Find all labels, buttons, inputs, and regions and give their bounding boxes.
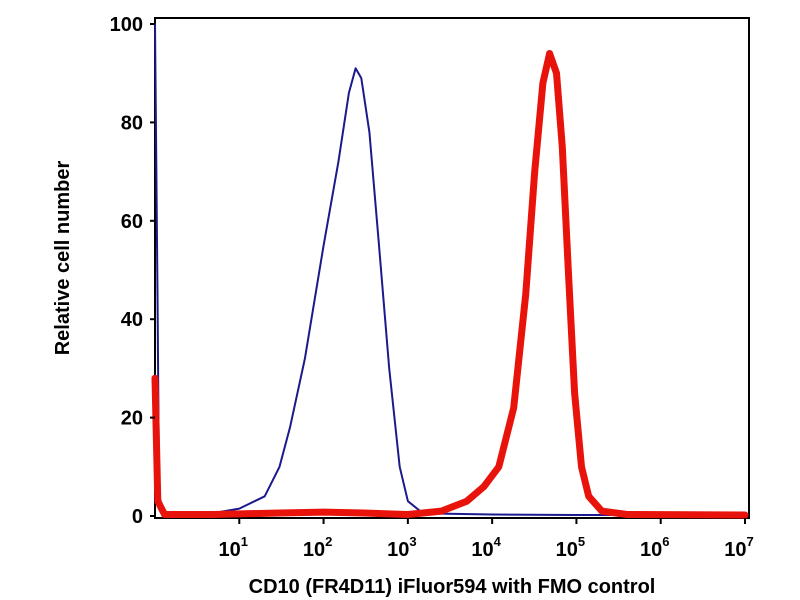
x-tick-label: 105 — [556, 534, 585, 561]
x-tick-label: 102 — [303, 534, 332, 561]
fmo-control-curve — [154, 23, 746, 516]
x-axis: 101 102 103 104 105 106 107 — [219, 518, 754, 561]
x-tick-label: 101 — [219, 534, 248, 561]
plot-frame — [154, 17, 750, 519]
y-tick-label: 40 — [121, 309, 143, 331]
x-tick-label: 106 — [640, 534, 669, 561]
y-tick-label: 100 — [110, 14, 143, 36]
y-axis: 0 20 40 60 80 100 — [110, 14, 155, 528]
plot-area — [151, 17, 750, 519]
x-tick-label: 107 — [724, 534, 753, 561]
y-axis-title: Relative cell number — [52, 161, 74, 356]
x-tick-label: 103 — [387, 534, 416, 561]
x-axis-title: CD10 (FR4D11) iFluor594 with FMO control — [249, 576, 656, 598]
y-tick-label: 20 — [121, 408, 143, 430]
x-tick-label: 104 — [471, 534, 501, 561]
y-tick-label: 80 — [121, 112, 143, 134]
y-tick-label: 0 — [132, 506, 143, 528]
histogram-curves — [151, 23, 749, 519]
cd10-stained-curve — [151, 50, 749, 519]
y-tick-label: 60 — [121, 211, 143, 233]
